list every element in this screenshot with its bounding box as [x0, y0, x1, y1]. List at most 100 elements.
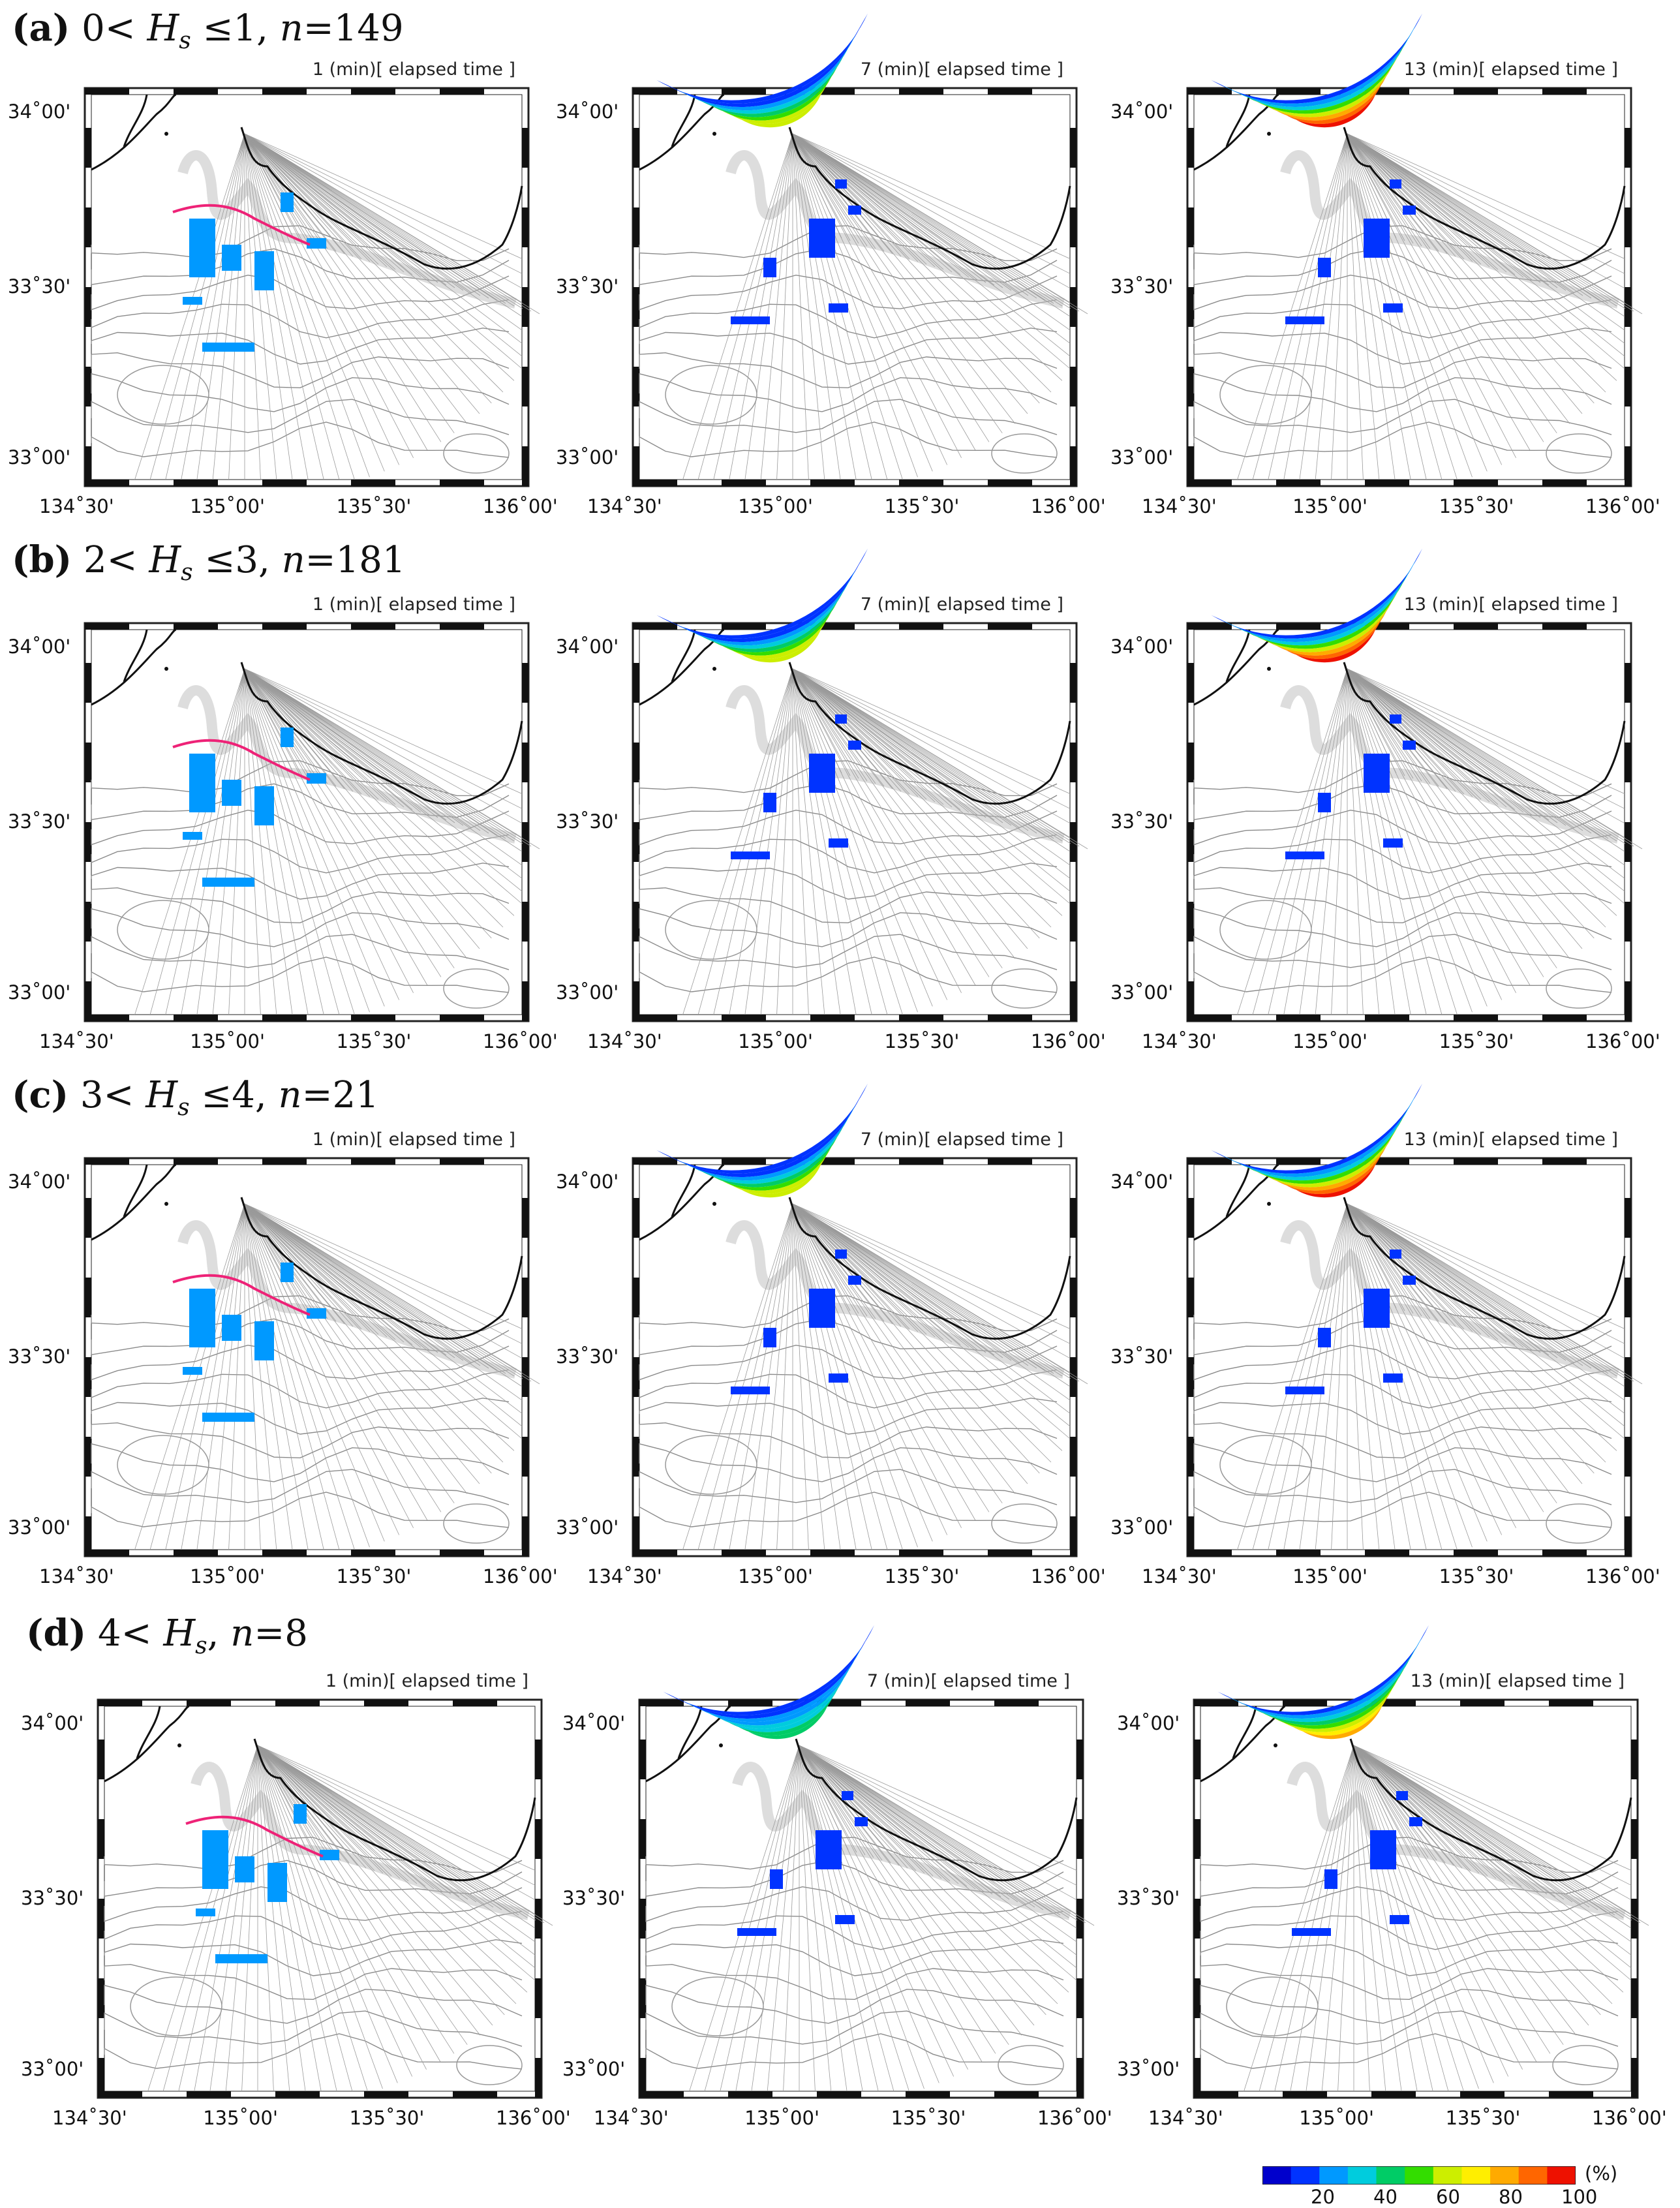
hs-subscript: s: [181, 559, 193, 587]
cell: [254, 786, 274, 825]
cell: [1390, 179, 1401, 189]
island-marker: [164, 132, 168, 136]
cell: [835, 714, 847, 724]
cell: [1364, 1289, 1390, 1328]
lat-tick-label: 33˚00': [1117, 2058, 1180, 2081]
lat-tick-label: 34˚00': [562, 1711, 626, 1734]
coastline: [645, 1705, 1078, 1882]
lat-tick-label: 34˚00': [556, 635, 619, 658]
coastline: [91, 1163, 523, 1340]
map-svg: [632, 13, 1088, 487]
probability-cells: [656, 13, 868, 324]
cell: [202, 1830, 228, 1889]
cell: [835, 1250, 847, 1259]
lat-tick-label: 34˚00': [1110, 100, 1174, 123]
lat-tick-label: 33˚30': [8, 810, 71, 833]
cell: [281, 1263, 294, 1282]
panel-title: 7 (min)[ elapsed time ]: [860, 59, 1063, 80]
panel-title: 7 (min)[ elapsed time ]: [866, 1671, 1070, 1691]
map-svg: [84, 622, 540, 1022]
cell: [1403, 206, 1416, 215]
probability-cells: [656, 548, 868, 859]
n-value: =8: [254, 1612, 308, 1655]
probability-band: [731, 1154, 827, 1198]
lat-tick-label: 33˚30': [562, 1887, 626, 1909]
cell: [202, 878, 254, 887]
lon-tick-label: 135˚30': [884, 495, 960, 517]
cell: [1364, 754, 1390, 793]
map-panel-b-3: [1186, 548, 1643, 1022]
lat-tick-label: 33˚30': [1110, 275, 1174, 298]
row-label-b: (b) 2< Hs ≤3, n=181: [12, 538, 405, 586]
hs-symbol: H: [147, 7, 179, 50]
map-svg: [1186, 1083, 1643, 1557]
cell: [202, 343, 254, 352]
lon-tick-label: 135˚30': [891, 2107, 966, 2129]
lat-tick-label: 33˚00': [1110, 981, 1174, 1004]
coastline: [639, 628, 1071, 805]
colorbar-segment: [1347, 2166, 1377, 2185]
map-panel-c-3: [1186, 1083, 1643, 1557]
island-marker: [164, 667, 168, 671]
cell: [222, 245, 241, 271]
cell: [816, 1830, 842, 1869]
lon-tick-label: 136˚00': [496, 2107, 571, 2129]
lon-tick-label: 134˚30': [594, 2107, 669, 2129]
bathymetry-contours: [91, 1220, 517, 1544]
hs-lower: 0<: [70, 7, 147, 50]
lon-tick-label: 136˚00': [1585, 1030, 1660, 1052]
cell: [1324, 1869, 1337, 1889]
hs-symbol: H: [145, 1074, 178, 1116]
hs-upper: ≤3,: [192, 539, 282, 581]
panel-title: 1 (min)[ elapsed time ]: [312, 59, 515, 80]
hs-lower: 4<: [86, 1612, 164, 1655]
ray-fan: [134, 668, 540, 1015]
lon-tick-label: 135˚00': [190, 1565, 265, 1587]
lon-tick-label: 136˚00': [1031, 1030, 1106, 1052]
hs-lower: 2<: [72, 539, 149, 581]
panel-title: 1 (min)[ elapsed time ]: [325, 1671, 528, 1691]
island-marker: [1267, 667, 1271, 671]
map-panel-d-3: [1193, 1625, 1649, 2099]
panel-title: 1 (min)[ elapsed time ]: [312, 594, 515, 615]
probability-band: [1285, 1154, 1381, 1198]
hs-subscript: s: [179, 27, 191, 55]
map-panel-c-1: [84, 1157, 540, 1557]
island-marker: [712, 132, 716, 136]
n-symbol: n: [281, 539, 305, 581]
cell: [1390, 1915, 1409, 1924]
probability-cells: [1211, 548, 1422, 859]
cell: [835, 1915, 855, 1924]
cell: [183, 832, 202, 840]
lon-tick-label: 134˚30': [1142, 495, 1217, 517]
lat-tick-label: 34˚00': [8, 635, 71, 658]
cell: [763, 258, 776, 277]
lon-tick-label: 135˚30': [336, 495, 412, 517]
cell: [1364, 219, 1390, 258]
probability-cells: [183, 192, 326, 352]
ray-fan: [134, 133, 540, 480]
ray-fan: [147, 1745, 553, 2092]
lon-tick-label: 135˚30': [336, 1565, 412, 1587]
island-marker: [1267, 1202, 1271, 1206]
n-value: =149: [303, 7, 404, 50]
lon-tick-label: 134˚30': [587, 495, 662, 517]
map-svg: [632, 548, 1088, 1022]
map-frame: [84, 87, 530, 487]
fault-line: [172, 204, 311, 246]
lon-tick-label: 136˚00': [1592, 2107, 1667, 2129]
cell: [1383, 838, 1403, 848]
coastline: [1193, 1163, 1626, 1340]
cell: [1403, 741, 1416, 750]
probability-band: [1285, 84, 1381, 128]
lat-tick-label: 34˚00': [1110, 635, 1174, 658]
bathymetry-contours: [91, 685, 517, 1009]
lon-tick-label: 135˚00': [1292, 495, 1367, 517]
cell: [1318, 1328, 1331, 1347]
lat-tick-label: 33˚30': [556, 810, 619, 833]
map-panel-b-1: [84, 622, 540, 1022]
lat-tick-label: 33˚00': [8, 446, 71, 469]
probability-band: [1292, 1696, 1388, 1740]
cell: [829, 303, 848, 313]
colorbar-segment: [1376, 2166, 1405, 2185]
